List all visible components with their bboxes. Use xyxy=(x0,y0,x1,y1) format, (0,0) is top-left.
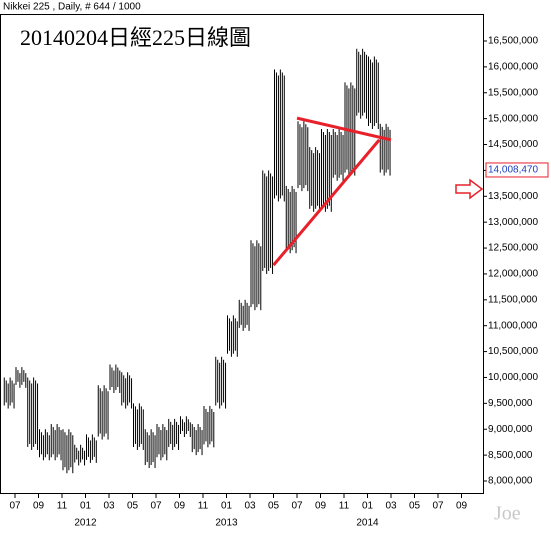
last-price-box xyxy=(485,162,549,178)
y-tick-label: 12,000,000 xyxy=(488,269,538,280)
x-tick-label: 01 xyxy=(221,501,233,512)
x-tick-label: 11 xyxy=(198,501,209,512)
year-label: 2013 xyxy=(215,518,238,529)
y-tick-label: 10,500,000 xyxy=(488,346,538,357)
x-tick-label: 09 xyxy=(315,501,327,512)
trendline xyxy=(296,116,392,142)
trendline xyxy=(272,138,381,267)
y-tick-label: 14,500,000 xyxy=(488,139,538,150)
y-tick-label: 11,500,000 xyxy=(488,294,538,305)
x-tick-label: 07 xyxy=(9,501,21,512)
y-tick-label: 16,500,000 xyxy=(488,36,538,47)
x-tick-label: 07 xyxy=(291,501,303,512)
last-price-label: 14,008,470 xyxy=(488,165,538,176)
y-tick-label: 13,000,000 xyxy=(488,217,538,228)
y-tick-label: 9,500,000 xyxy=(488,398,533,409)
y-tick-label: 16,000,000 xyxy=(488,62,538,73)
x-tick-label: 09 xyxy=(456,501,468,512)
watermark: Joe xyxy=(494,503,521,525)
y-tick-label: 8,500,000 xyxy=(488,450,533,461)
y-tick-label: 13,500,000 xyxy=(488,191,538,202)
y-tick-label: 8,000,000 xyxy=(488,476,533,487)
x-tick-label: 11 xyxy=(339,501,350,512)
y-tick-label: 15,500,000 xyxy=(488,87,538,98)
arrow-icon xyxy=(455,178,484,200)
y-tick-label: 9,000,000 xyxy=(488,424,533,435)
x-tick-label: 09 xyxy=(174,501,186,512)
y-tick-label: 10,000,000 xyxy=(488,372,538,383)
plot-frame xyxy=(0,14,484,494)
x-tick-label: 05 xyxy=(268,501,280,512)
x-tick-label: 07 xyxy=(150,501,162,512)
y-tick-label: 15,000,000 xyxy=(488,113,538,124)
x-tick-label: 05 xyxy=(409,501,421,512)
x-tick-label: 01 xyxy=(80,501,92,512)
header: Nikkei 225 , Daily, # 644 / 1000 xyxy=(3,2,141,13)
year-label: 2014 xyxy=(356,518,379,529)
year-label: 2012 xyxy=(74,518,97,529)
y-tick-label: 12,500,000 xyxy=(488,243,538,254)
x-tick-label: 03 xyxy=(244,501,256,512)
x-tick-label: 11 xyxy=(57,501,68,512)
x-tick-label: 05 xyxy=(127,501,139,512)
x-tick-label: 03 xyxy=(385,501,397,512)
chart-title: 20140204日經225日線圖 xyxy=(20,25,251,50)
y-tick-label: 11,000,000 xyxy=(488,320,538,331)
x-tick-label: 07 xyxy=(432,501,444,512)
x-tick-label: 03 xyxy=(103,501,115,512)
x-tick-label: 09 xyxy=(33,501,45,512)
x-tick-label: 01 xyxy=(362,501,374,512)
